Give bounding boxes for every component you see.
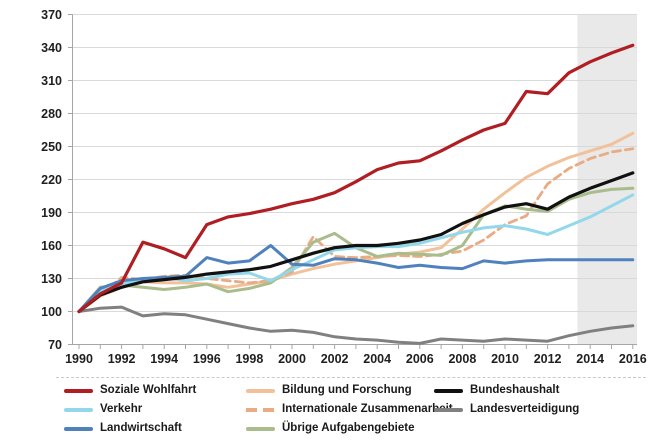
y-axis-label: 310	[41, 74, 62, 88]
legend-label: Bundeshaushalt	[470, 384, 560, 396]
legend-item-übrige-aufgabengebiete: Übrige Aufgabengebiete	[246, 422, 414, 435]
series-line-bundeshaushalt	[77, 171, 635, 314]
legend-label: Soziale Wohlfahrt	[100, 384, 197, 396]
x-axis-label: 2002	[321, 352, 349, 366]
y-axis-label: 100	[41, 305, 62, 319]
y-axis-label: 70	[48, 338, 62, 352]
series-line-landesverteidigung	[77, 305, 635, 345]
x-axis-label: 2014	[576, 352, 604, 366]
x-axis-label: 1994	[150, 352, 178, 366]
legend-label: Landwirtschaft	[100, 422, 182, 434]
x-axis-label: 1998	[235, 352, 263, 366]
legend-item-soziale-wohlfahrt: Soziale Wohlfahrt	[64, 384, 196, 397]
series-line-landwirtschaft	[77, 244, 635, 313]
legend-swatch-icon	[434, 407, 463, 412]
x-axis-label: 1992	[108, 352, 136, 366]
legend-item-landwirtschaft: Landwirtschaft	[64, 422, 182, 435]
y-axis-label: 250	[41, 140, 62, 154]
y-axis-label: 280	[41, 107, 62, 121]
line-chart-canvas: 70 100 130 160 190 220 250 280 310 340 370 1990 1992…	[41, 8, 647, 366]
x-axis-label: 2000	[278, 352, 306, 366]
series-line-internationale-zusammenarbeit	[77, 147, 635, 313]
y-axis-label: 190	[41, 206, 62, 220]
legend-label: Bildung und Forschung	[282, 384, 412, 396]
legend-item-bundeshaushalt: Bundeshaushalt	[434, 384, 559, 397]
y-axis-label: 370	[41, 8, 62, 22]
legend-swatch-icon	[246, 426, 275, 431]
legend-swatch-icon	[64, 426, 93, 431]
x-axis-label: 2016	[619, 352, 647, 366]
legend-divider	[56, 377, 646, 378]
legend-swatch-icon	[246, 388, 275, 393]
legend-swatch-icon	[434, 388, 463, 393]
x-axis-label: 2004	[363, 352, 391, 366]
legend-swatch-icon	[64, 407, 93, 412]
legend-label: Verkehr	[100, 403, 143, 415]
series-line-soziale-wohlfahrt	[77, 43, 635, 314]
y-axis-label: 340	[41, 41, 62, 55]
legend-item-verkehr: Verkehr	[64, 403, 142, 416]
y-axis-label: 220	[41, 173, 62, 187]
chart-legend: Bildung und Forschung Internationale Zusa…	[0, 377, 650, 444]
x-axis-label: 2012	[534, 352, 562, 366]
legend-label: Übrige Aufgabengebiete	[282, 422, 415, 434]
legend-item-landesverteidigung: Landesverteidigung	[434, 403, 579, 416]
legend-label: Internationale Zusammenarbeit	[282, 403, 453, 415]
x-axis-label: 1996	[193, 352, 221, 366]
x-axis-label: 2008	[448, 352, 476, 366]
legend-swatch-icon	[246, 407, 275, 412]
y-axis-label: 130	[41, 272, 62, 286]
series-line-bildung-und-forschung	[77, 131, 635, 313]
legend-item-bildung-und-forschung: Bildung und Forschung	[246, 384, 412, 397]
x-axis-label: 2006	[406, 352, 434, 366]
x-axis-label: 1990	[65, 352, 93, 366]
legend-label: Landesverteidigung	[470, 403, 580, 415]
y-axis-label: 160	[41, 239, 62, 253]
legend-item-internationale-zusammenarbeit: Internationale Zusammenarbeit	[246, 403, 453, 416]
legend-swatch-icon	[64, 388, 93, 393]
x-axis-label: 2010	[491, 352, 519, 366]
